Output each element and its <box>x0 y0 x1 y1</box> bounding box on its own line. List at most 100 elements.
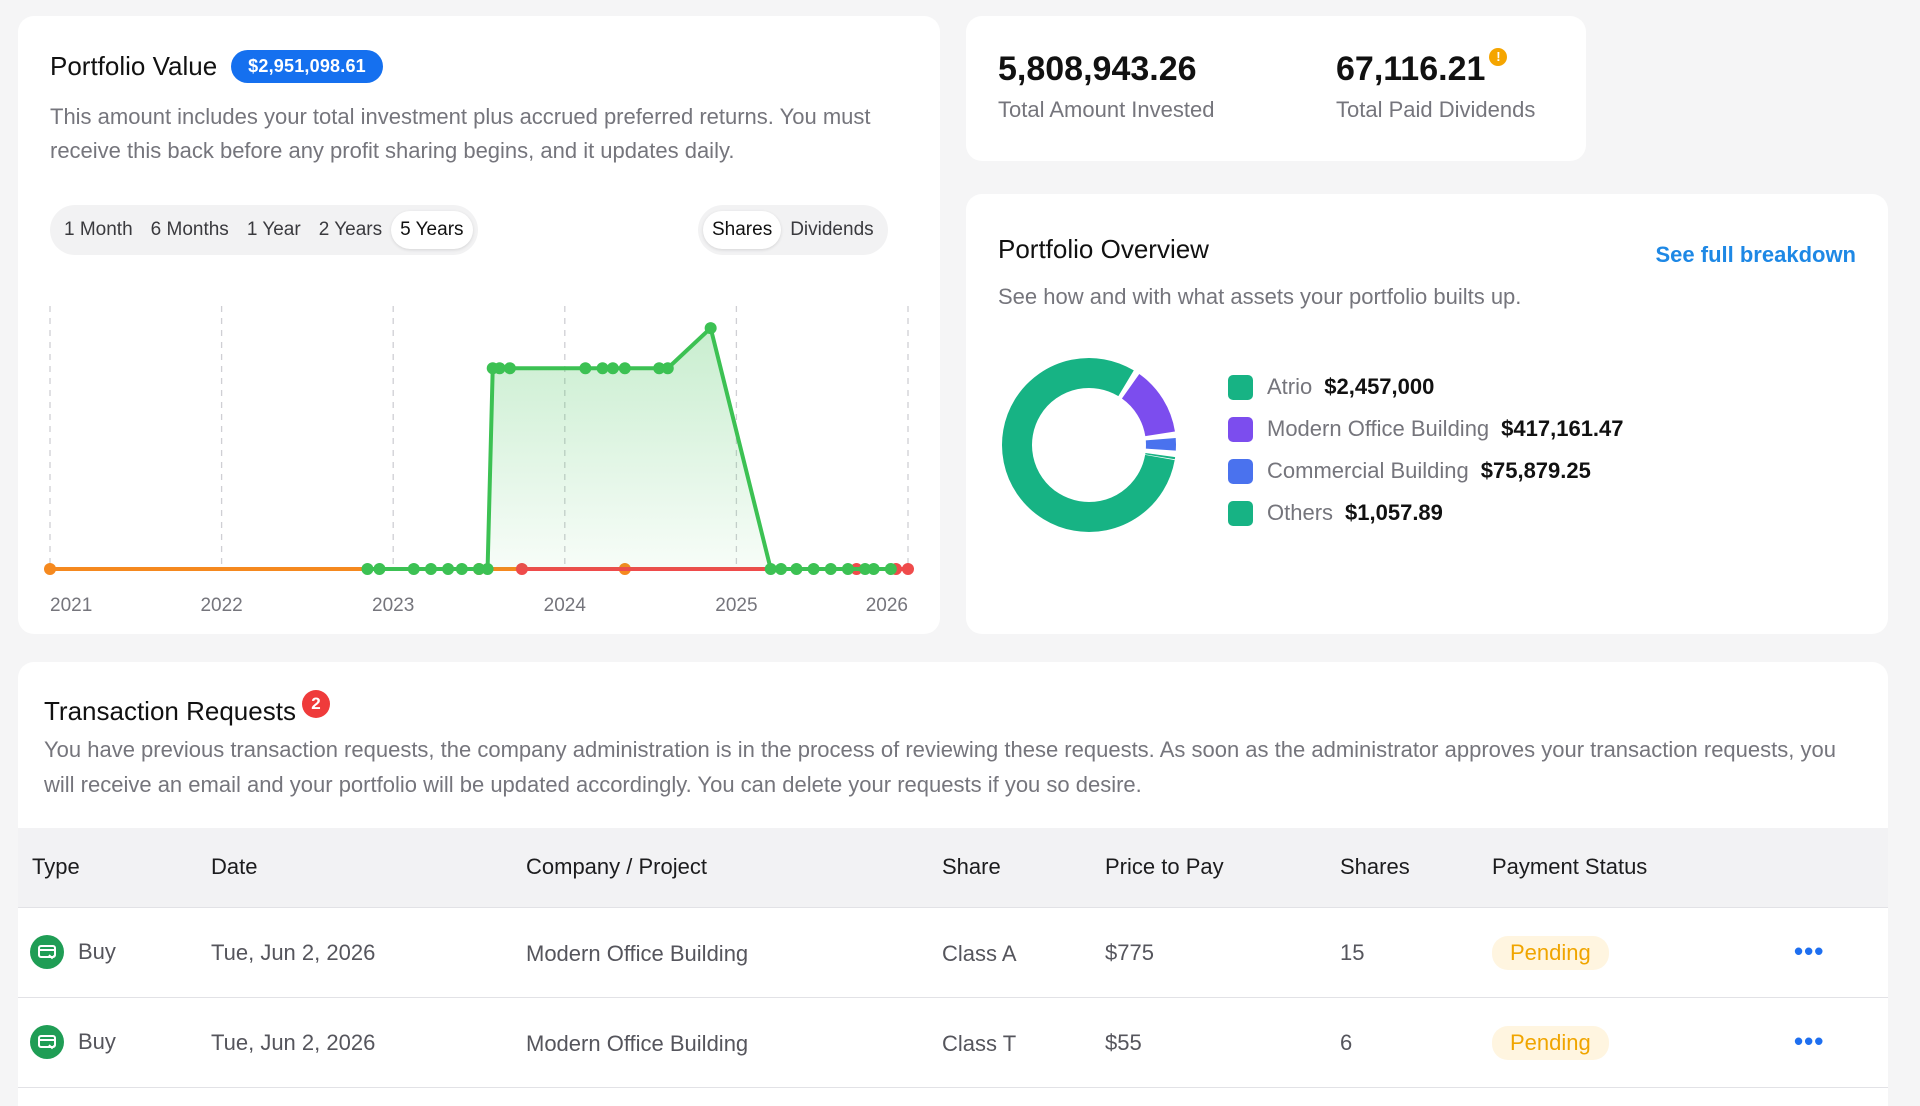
range-selector: 1 Month 6 Months 1 Year 2 Years 5 Years <box>50 205 478 255</box>
data-point <box>824 563 837 575</box>
x-tick-label: 2021 <box>50 595 92 616</box>
data-point <box>764 563 777 575</box>
total-dividends-value: 67,116.21 <box>1336 50 1486 88</box>
data-point <box>653 362 666 375</box>
total-dividends-value-row: 67,116.21 ! <box>1336 48 1535 89</box>
share-cell: Class T <box>942 1031 1017 1056</box>
transaction-requests-title: Transaction Requests <box>44 696 296 726</box>
transaction-requests-card: Transaction Requests 2 You have previous… <box>18 662 1888 1106</box>
series-area <box>367 328 891 569</box>
type-dividends[interactable]: Dividends <box>790 219 874 240</box>
data-point <box>859 563 872 575</box>
col-status: Payment Status <box>1492 854 1648 879</box>
col-price: Price to Pay <box>1105 854 1224 879</box>
legend-name: Others <box>1267 500 1334 525</box>
data-point <box>407 563 420 575</box>
more-horizontal-icon[interactable]: ••• <box>1794 936 1825 966</box>
legend-item-others: Others $1,057.89 <box>1228 492 1624 534</box>
status-badge: Pending <box>1492 936 1609 970</box>
legend-item-modern-office: Modern Office Building $417,161.47 <box>1228 408 1624 450</box>
shares-cell: 15 <box>1340 940 1365 965</box>
data-point <box>579 362 592 375</box>
legend-name: Atrio <box>1267 374 1313 399</box>
table-row[interactable]: Buy Tue, Jun 2, 2026 Modern Office Build… <box>18 908 1888 998</box>
status-badge: Pending <box>1492 1026 1609 1060</box>
data-point <box>503 362 516 375</box>
legend-item-commercial: Commercial Building $75,879.25 <box>1228 450 1624 492</box>
date-cell: Tue, Jun 2, 2026 <box>211 1030 376 1055</box>
data-point <box>884 563 897 575</box>
legend-value: $417,161.47 <box>1501 416 1624 441</box>
portfolio-value-chart: 2021 2022 2023 2024 2025 2026 <box>44 306 914 616</box>
table-row[interactable]: Buy Tue, Jun 2, 2026 Modern Office Build… <box>18 998 1888 1088</box>
data-point <box>361 563 374 575</box>
data-point <box>493 362 506 375</box>
portfolio-legend: Atrio $2,457,000 Modern Office Building … <box>1228 366 1624 534</box>
data-point <box>841 563 854 575</box>
warning-dot-icon[interactable]: ! <box>1489 48 1508 66</box>
col-type: Type <box>32 854 80 879</box>
portfolio-value-header: Portfolio Value $2,951,098.61 <box>50 50 383 83</box>
share-cell: Class A <box>942 941 1017 966</box>
data-point <box>373 563 386 575</box>
legend-swatch <box>1228 374 1253 400</box>
data-point <box>424 563 437 575</box>
data-point <box>481 563 494 575</box>
portfolio-overview-card: Portfolio Overview See full breakdown Se… <box>966 194 1888 634</box>
data-point <box>775 563 788 575</box>
portfolio-value-card: Portfolio Value $2,951,098.61 This amoun… <box>18 16 940 634</box>
x-tick-label: 2025 <box>715 595 757 616</box>
data-point <box>807 563 820 575</box>
total-invested-value: 5,808,943.26 <box>998 50 1197 88</box>
range-1-year[interactable]: 1 Year <box>246 219 301 240</box>
company-cell: Modern Office Building <box>526 1031 749 1056</box>
total-dividends-stat: 67,116.21 ! Total Paid Dividends <box>1336 48 1536 123</box>
legend-value: $1,057.89 <box>1345 500 1443 525</box>
data-point <box>442 563 455 575</box>
col-date: Date <box>211 854 258 879</box>
legend-swatch <box>1228 458 1253 484</box>
range-6-months[interactable]: 6 Months <box>150 219 229 240</box>
type-cell: Buy <box>30 1025 116 1059</box>
total-invested-stat: 5,808,943.26 Total Amount Invested <box>998 50 1214 123</box>
data-point <box>606 362 619 375</box>
range-1-month[interactable]: 1 Month <box>64 219 133 240</box>
range-5-years[interactable]: 5 Years <box>391 211 473 249</box>
type-shares[interactable]: Shares <box>703 211 782 249</box>
portfolio-value-description: This amount includes your total investme… <box>50 104 871 163</box>
col-share: Share <box>942 854 1001 879</box>
legend-value: $2,457,000 <box>1324 374 1435 399</box>
chart-type-selector: Shares Dividends <box>698 205 888 255</box>
price-cell: $775 <box>1105 940 1154 965</box>
col-shares: Shares <box>1340 854 1410 879</box>
total-dividends-label: Total Paid Dividends <box>1336 97 1536 122</box>
portfolio-value-badge: $2,951,098.61 <box>231 50 383 83</box>
data-point <box>596 362 609 375</box>
data-point <box>790 563 803 575</box>
data-point <box>661 362 674 375</box>
data-point <box>902 563 914 575</box>
portfolio-overview-title: Portfolio Overview <box>998 234 1209 264</box>
table-header: Type Date Company / Project Share Price … <box>18 828 1888 908</box>
col-company: Company / Project <box>526 854 707 879</box>
x-tick-label: 2026 <box>866 595 908 616</box>
total-invested-label: Total Amount Invested <box>998 97 1215 122</box>
data-point <box>455 563 468 575</box>
transaction-requests-header: Transaction Requests 2 <box>44 690 330 727</box>
x-tick-label: 2024 <box>544 595 587 616</box>
range-2-years[interactable]: 2 Years <box>318 219 383 240</box>
company-cell: Modern Office Building <box>526 941 749 966</box>
type-label: Buy <box>78 939 116 964</box>
x-tick-label: 2023 <box>372 595 414 616</box>
data-point <box>867 563 880 575</box>
more-horizontal-icon[interactable]: ••• <box>1794 1026 1825 1056</box>
data-point <box>44 563 56 575</box>
portfolio-donut-chart <box>1002 358 1176 532</box>
legend-name: Modern Office Building <box>1267 416 1490 441</box>
see-full-breakdown-link[interactable]: See full breakdown <box>1655 242 1857 267</box>
legend-value: $75,879.25 <box>1480 458 1591 483</box>
legend-swatch <box>1228 416 1253 442</box>
transaction-table: Type Date Company / Project Share Price … <box>18 828 1888 1088</box>
x-tick-label: 2022 <box>200 595 242 616</box>
portfolio-overview-description: See how and with what assets your portfo… <box>998 284 1522 309</box>
